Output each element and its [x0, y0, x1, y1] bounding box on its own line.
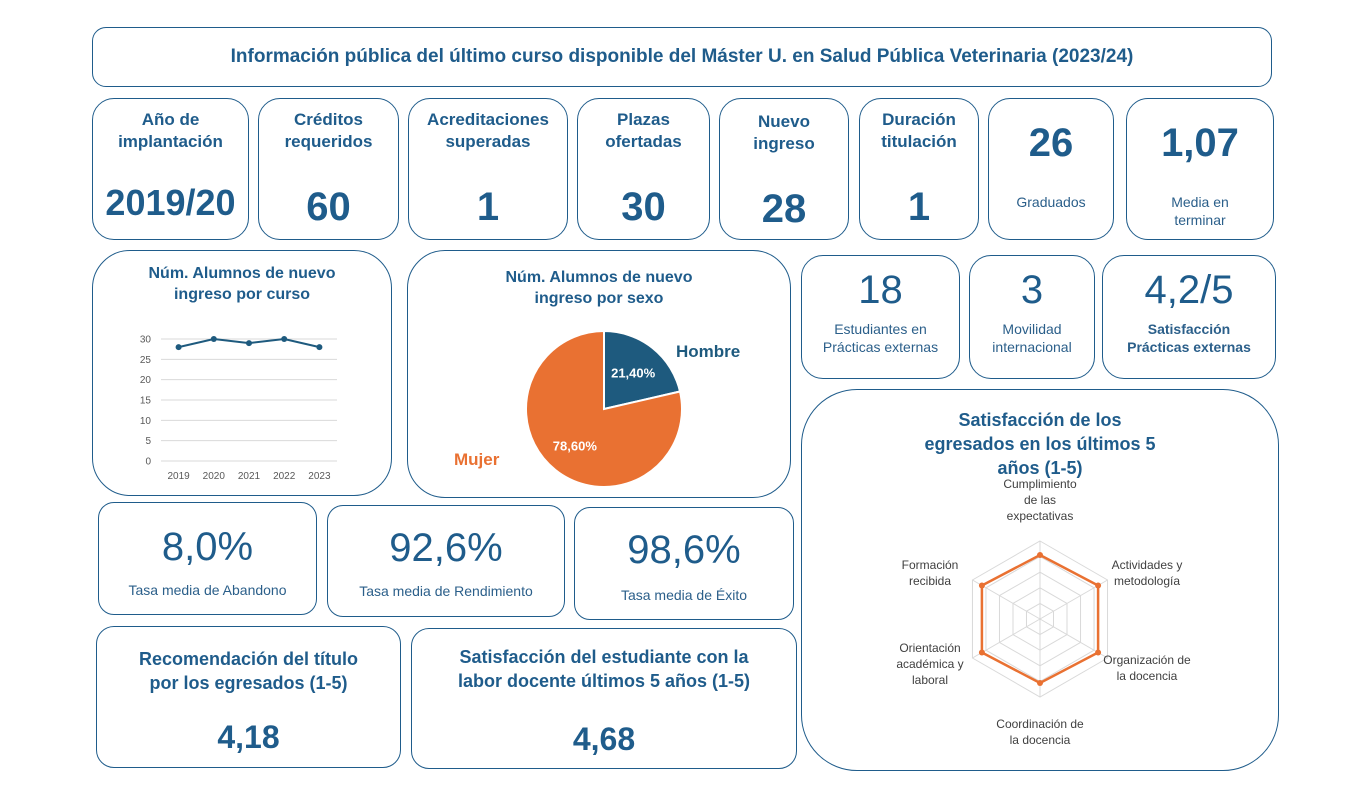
satisfaccion-docente-value: 4,68 [572, 721, 636, 757]
line-chart-card: Núm. Alumnos de nuevo ingreso por curso … [92, 250, 392, 496]
kpi-creditos-value: 60 [306, 185, 351, 229]
practicas-satisfaccion-label: Satisfacción Prácticas externas [1127, 321, 1251, 355]
practicas-movilidad-value: 3 [1020, 268, 1044, 312]
pie-slice-mujer [525, 329, 683, 488]
page-title: Información pública del último curso dis… [230, 46, 1134, 67]
kpi-plazas: Plazas ofertadas 30 [577, 98, 710, 240]
tasa-exito-value: 98,6% [627, 528, 741, 572]
line-chart-point [175, 344, 182, 351]
line-chart-title: Núm. Alumnos de nuevo ingreso por curso [148, 265, 336, 303]
radar-axis-label: Actividades y metodología [1112, 558, 1183, 588]
pie-value-label: 78,60% [553, 439, 598, 454]
kpi-nuevo-ingreso-value: 28 [761, 187, 807, 231]
kpi-graduados: 26 Graduados [988, 98, 1114, 240]
radar-point [1037, 679, 1043, 686]
radar-axis-label: Coordinación de la docencia [996, 717, 1084, 747]
line-chart-x-tick: 2020 [203, 471, 226, 482]
line-chart: 0 5 10 15 20 25 30 2019 2020 2021 2022 2023 [140, 335, 337, 482]
kpi-nuevo-ingreso: Nuevo ingreso 28 [719, 98, 849, 240]
tasa-abandono-label: Tasa media de Abandono [128, 582, 287, 598]
radar-axis-label: Orientación académica y laboral [896, 641, 963, 687]
line-chart-y-tick: 25 [140, 355, 152, 366]
kpi-implantacion: Año de implantación 2019/20 [92, 98, 249, 240]
kpi-acreditaciones: Acreditaciones superadas 1 [408, 98, 568, 240]
kpi-duracion-label: Duración titulación [881, 110, 957, 151]
radar-axis-label: Formación recibida [902, 558, 959, 588]
kpi-implantacion-value: 2019/20 [105, 182, 236, 223]
practicas-estudiantes-value: 18 [858, 268, 903, 312]
line-chart-x-tick: 2021 [238, 471, 261, 482]
recomendacion-card: Recomendación del título por los egresad… [96, 626, 401, 768]
line-chart-point [281, 336, 288, 342]
pie-chart-card: Núm. Alumnos de nuevo ingreso por sexo 2… [407, 250, 791, 498]
pie-category-label: Mujer [454, 450, 500, 469]
satisfaccion-docente-label: Satisfacción del estudiante con la labor… [457, 647, 751, 691]
radar-point [1095, 649, 1102, 656]
tasa-rendimiento: 92,6% Tasa media de Rendimiento [327, 505, 565, 617]
kpi-duracion: Duración titulación 1 [859, 98, 979, 240]
recomendacion-value: 4,18 [217, 719, 280, 755]
kpi-implantacion-label: Año de implantación [118, 110, 223, 151]
line-chart-y-tick: 10 [140, 416, 152, 427]
pie-slice-hombre [603, 329, 682, 411]
line-chart-x-tick: 2023 [308, 471, 331, 482]
kpi-graduados-value: 26 [1028, 121, 1074, 165]
practicas-movilidad-label: Movilidad internacional [992, 321, 1072, 355]
tasa-exito-label: Tasa media de Éxito [620, 587, 748, 603]
pie-chart: 21,40% Hombre 78,60% Mujer [454, 329, 740, 488]
radar-axis-label: Organización de la docencia [1103, 653, 1191, 683]
practicas-estudiantes: 18 Estudiantes en Prácticas externas [801, 255, 960, 379]
radar-point [978, 582, 985, 589]
kpi-creditos: Créditos requeridos 60 [258, 98, 399, 240]
header-title-box: Información pública del último curso dis… [92, 27, 1272, 87]
kpi-creditos-label: Créditos requeridos [284, 110, 373, 151]
line-chart-point [316, 344, 323, 351]
kpi-graduados-label: Graduados [1016, 194, 1086, 210]
kpi-duracion-value: 1 [907, 185, 931, 229]
recomendacion-label: Recomendación del título por los egresad… [138, 649, 359, 693]
satisfaccion-docente-card: Satisfacción del estudiante con la labor… [411, 628, 797, 769]
line-chart-y-tick: 20 [140, 375, 152, 386]
tasa-abandono: 8,0% Tasa media de Abandono [98, 502, 317, 615]
kpi-acreditaciones-label: Acreditaciones superadas [427, 110, 549, 151]
line-chart-y-tick: 30 [140, 335, 152, 346]
line-chart-y-tick: 0 [145, 457, 151, 468]
line-chart-x-tick: 2022 [273, 471, 296, 482]
pie-value-label: 21,40% [611, 365, 656, 380]
kpi-media-terminar-label: Media en terminar [1171, 194, 1229, 228]
radar-point [978, 649, 985, 656]
pie-category-label: Hombre [676, 342, 740, 361]
line-chart-y-tick: 5 [145, 436, 151, 447]
practicas-movilidad: 3 Movilidad internacional [969, 255, 1095, 379]
radar-chart: Cumplimiento de las expectativas Actividade… [896, 477, 1191, 747]
line-chart-point [210, 336, 217, 342]
line-chart-x-tick: 2019 [167, 471, 190, 482]
kpi-plazas-value: 30 [621, 185, 666, 229]
kpi-acreditaciones-value: 1 [476, 185, 500, 229]
radar-point [1095, 582, 1102, 589]
tasa-exito: 98,6% Tasa media de Éxito [574, 507, 794, 620]
kpi-media-terminar-value: 1,07 [1161, 121, 1239, 165]
kpi-plazas-label: Plazas ofertadas [605, 110, 682, 151]
radar-chart-card: Satisfacción de los egresados en los últ… [801, 389, 1279, 771]
radar-point [1037, 552, 1043, 559]
tasa-abandono-value: 8,0% [161, 525, 254, 569]
line-chart-point [246, 340, 252, 347]
practicas-satisfaccion: 4,2/5 Satisfacción Prácticas externas [1102, 255, 1276, 379]
tasa-rendimiento-label: Tasa media de Rendimiento [359, 583, 533, 599]
kpi-nuevo-ingreso-label: Nuevo ingreso [753, 112, 815, 153]
practicas-estudiantes-label: Estudiantes en Prácticas externas [822, 321, 939, 355]
radar-axis-label: Cumplimiento de las expectativas [1003, 477, 1077, 523]
tasa-rendimiento-value: 92,6% [389, 526, 503, 570]
pie-chart-title: Núm. Alumnos de nuevo ingreso por sexo [505, 269, 693, 307]
radar-chart-title: Satisfacción de los egresados en los últ… [924, 410, 1156, 478]
line-chart-y-tick: 15 [140, 396, 152, 407]
practicas-satisfaccion-value: 4,2/5 [1144, 268, 1234, 312]
kpi-media-terminar: 1,07 Media en terminar [1126, 98, 1274, 240]
